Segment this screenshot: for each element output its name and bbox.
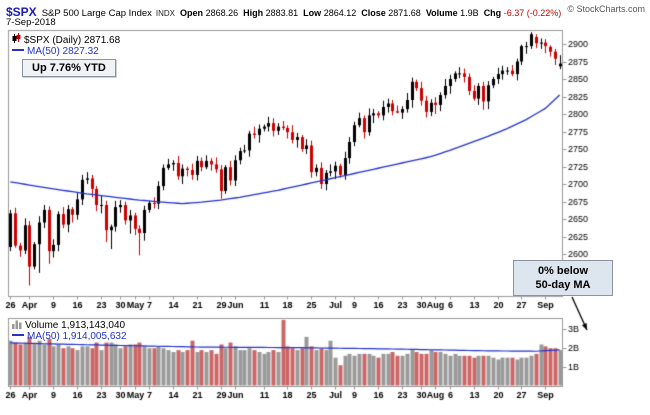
chart-date: 7-Sep-2018: [6, 17, 56, 28]
ma-legend: MA(50) 2827.32: [12, 46, 99, 57]
exchange-label: INDX: [155, 9, 176, 18]
low-value: 2864.12: [323, 8, 357, 18]
volume-legend: Volume 1,913,143,040: [12, 319, 125, 332]
ma-distance-annotation: 0% below 50-day MA: [513, 260, 613, 296]
ytd-annotation: Up 7.76% YTD: [22, 59, 116, 77]
copyright-note: © StockCharts.com: [567, 4, 645, 14]
ohlc-field-high: High 2883.81: [243, 8, 298, 18]
ma-legend-text: MA(50) 2827.32: [27, 46, 99, 57]
price-legend-text: $SPX (Daily) 2871.68: [24, 35, 121, 46]
ma-line-icon: [12, 49, 24, 51]
ohlc-field-close: Close 2871.68: [361, 8, 421, 18]
ohlc-field-low: Low 2864.12: [303, 8, 356, 18]
volume-value: 1.9B: [460, 8, 479, 18]
low-label: Low: [303, 8, 322, 18]
chg-value: -6.37 (-0.22%): [503, 8, 562, 18]
high-value: 2883.81: [265, 8, 299, 18]
open-value: 2868.26: [205, 8, 239, 18]
ma-note-line2: 50-day MA: [535, 279, 591, 291]
volume-bars-icon: [12, 319, 22, 332]
index-name: S&P 500 Large Cap Index: [41, 8, 152, 19]
volume-ma-legend: MA(50) 1,914,005,632: [12, 331, 127, 342]
close-label: Close: [361, 8, 386, 18]
volume-ma-line-icon: [12, 334, 24, 336]
symbol-label: $SPX: [6, 5, 37, 19]
ohlc-field-volume: Volume 1.9B: [426, 8, 479, 18]
volume-ma-legend-text: MA(50) 1,914,005,632: [27, 331, 127, 342]
ma-note-line1: 0% below: [537, 265, 589, 277]
chart-header: $SPX S&P 500 Large Cap Index INDX Open 2868…: [6, 3, 561, 21]
close-value: 2871.68: [388, 8, 421, 18]
ohlc-field-chg: Chg -6.37 (-0.22%): [484, 8, 562, 18]
ohlc-field-open: Open 2868.26: [180, 8, 238, 18]
candlestick-icon: [12, 33, 21, 47]
volume-label: Volume: [425, 8, 458, 18]
price-legend: $SPX (Daily) 2871.68: [12, 33, 120, 47]
open-label: Open: [180, 8, 204, 18]
high-label: High: [243, 8, 264, 18]
volume-legend-text: Volume 1,913,143,040: [25, 320, 126, 331]
chg-label: Chg: [483, 8, 502, 18]
